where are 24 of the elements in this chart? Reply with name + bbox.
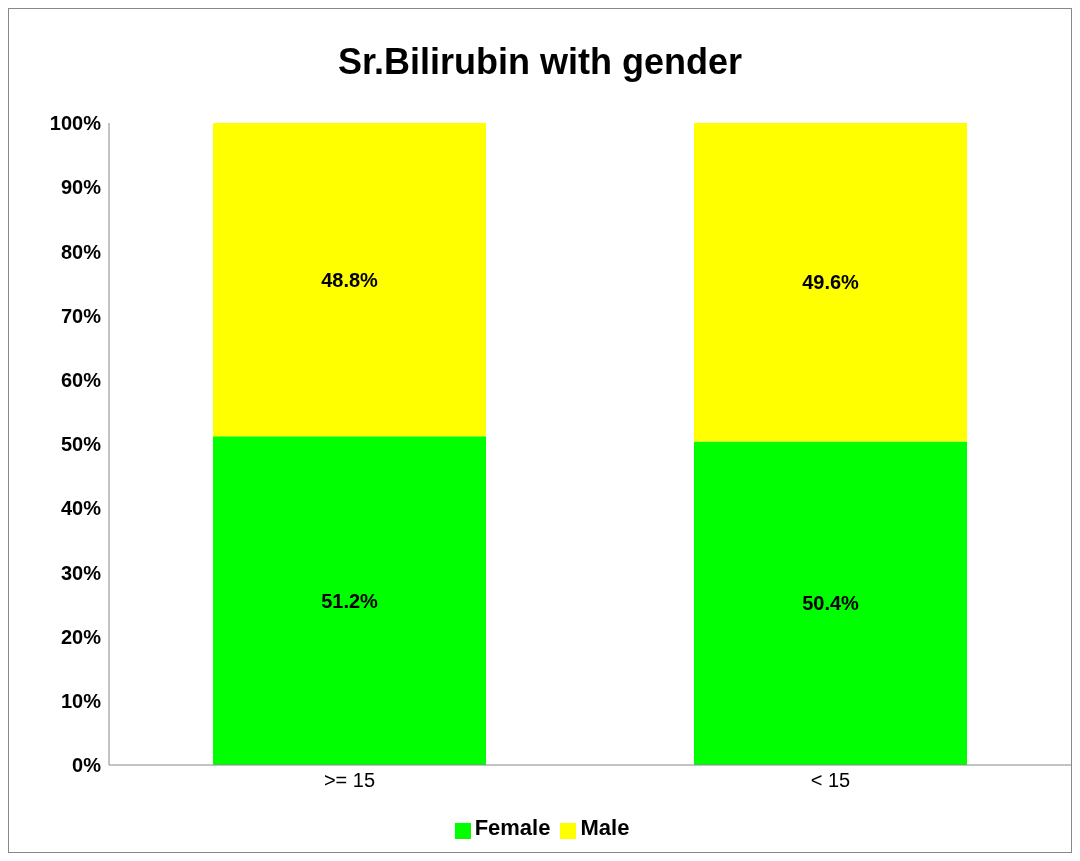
y-tick-label: 10% <box>60 689 102 712</box>
bar <box>213 436 486 765</box>
bar <box>694 123 967 442</box>
y-tick-label: 90% <box>60 176 102 199</box>
data-label: 48.8% <box>321 268 379 291</box>
data-label: 50.4% <box>802 592 860 615</box>
y-tick-label: 100% <box>49 112 102 135</box>
data-label: 51.2% <box>321 589 379 612</box>
y-tick-label: 40% <box>60 497 102 520</box>
x-tick-label: < 15 <box>810 769 851 792</box>
y-tick-label: 20% <box>60 625 102 648</box>
y-tick-label: 70% <box>60 304 102 327</box>
y-tick-label: 50% <box>60 433 102 456</box>
bar <box>213 123 486 437</box>
y-tick-label: 30% <box>60 561 102 584</box>
y-tick-label: 80% <box>60 240 102 263</box>
y-tick-label: 0% <box>72 754 102 777</box>
data-label: 49.6% <box>802 271 860 294</box>
bar <box>694 441 967 765</box>
chart-title: Sr.Bilirubin with gender <box>336 41 743 84</box>
legend-label: Male <box>580 815 630 840</box>
legend-label: Female <box>474 815 551 840</box>
x-tick-label: >= 15 <box>323 769 376 792</box>
y-tick-label: 60% <box>60 368 102 391</box>
